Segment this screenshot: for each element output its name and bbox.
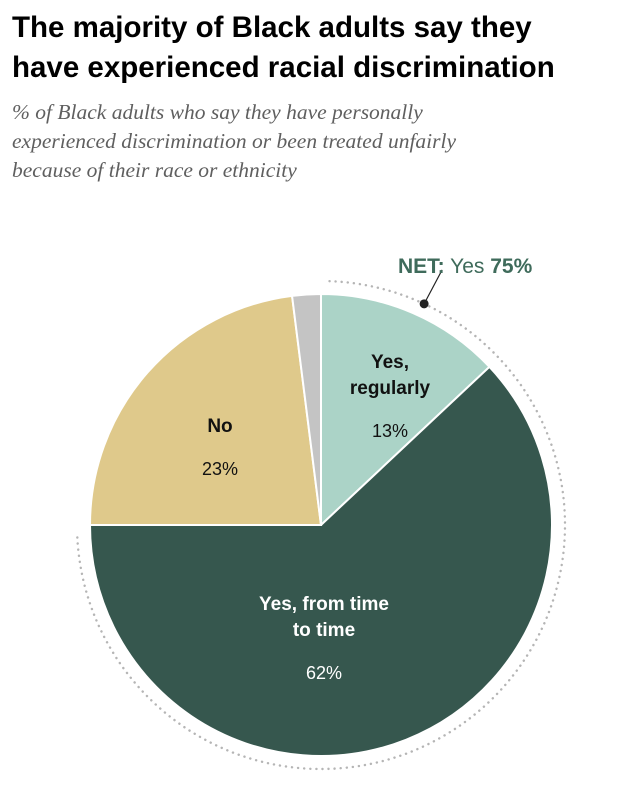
slice-label-2: No 23% [202, 416, 238, 479]
net-label: NET: Yes 75% [398, 255, 533, 278]
pie-slice-1 [88, 365, 553, 757]
net-leader-dot [419, 299, 429, 309]
net-yes: Yes [450, 255, 484, 278]
slice-label-1: Yes, from time to time 62% [259, 594, 389, 683]
chart-title: The majority of Black adults say they ha… [12, 8, 632, 88]
slice-name-0-line-1: regularly [350, 378, 431, 399]
subtitle-line-1: % of Black adults who say they have pers… [12, 100, 423, 124]
slice-value-2: 23% [202, 459, 238, 479]
pie-slice-3 [290, 292, 322, 526]
title-line-2: have experienced racial discrimination [12, 51, 555, 84]
slice-label-0: Yes, regularly 13% [350, 352, 431, 441]
slice-name-0-line-0: Yes, [371, 352, 409, 373]
subtitle-line-3: because of their race or ethnicity [12, 158, 297, 182]
net-leader-line [423, 269, 443, 305]
pie-slice-0 [320, 292, 491, 528]
slice-value-1: 62% [306, 663, 342, 683]
subtitle-line-2: experienced discrimination or been treat… [12, 129, 457, 153]
net-value: 75% [490, 255, 532, 278]
slice-name-1-line-0: Yes, from time [259, 594, 389, 615]
net-bracket-arc [75, 279, 567, 771]
net-prefix: NET: [398, 255, 445, 278]
slice-name-1-line-1: to time [293, 620, 355, 641]
pie-slice-2 [88, 294, 323, 526]
slice-labels: Yes, regularly 13% Yes, from time to time 62%… [202, 352, 431, 683]
title-line-1: The majority of Black adults say they [12, 11, 532, 44]
chart-subtitle: % of Black adults who say they have pers… [12, 98, 632, 185]
slice-value-0: 13% [372, 421, 408, 441]
slice-name-2-line-0: No [207, 416, 232, 437]
pie-slices [88, 292, 553, 757]
